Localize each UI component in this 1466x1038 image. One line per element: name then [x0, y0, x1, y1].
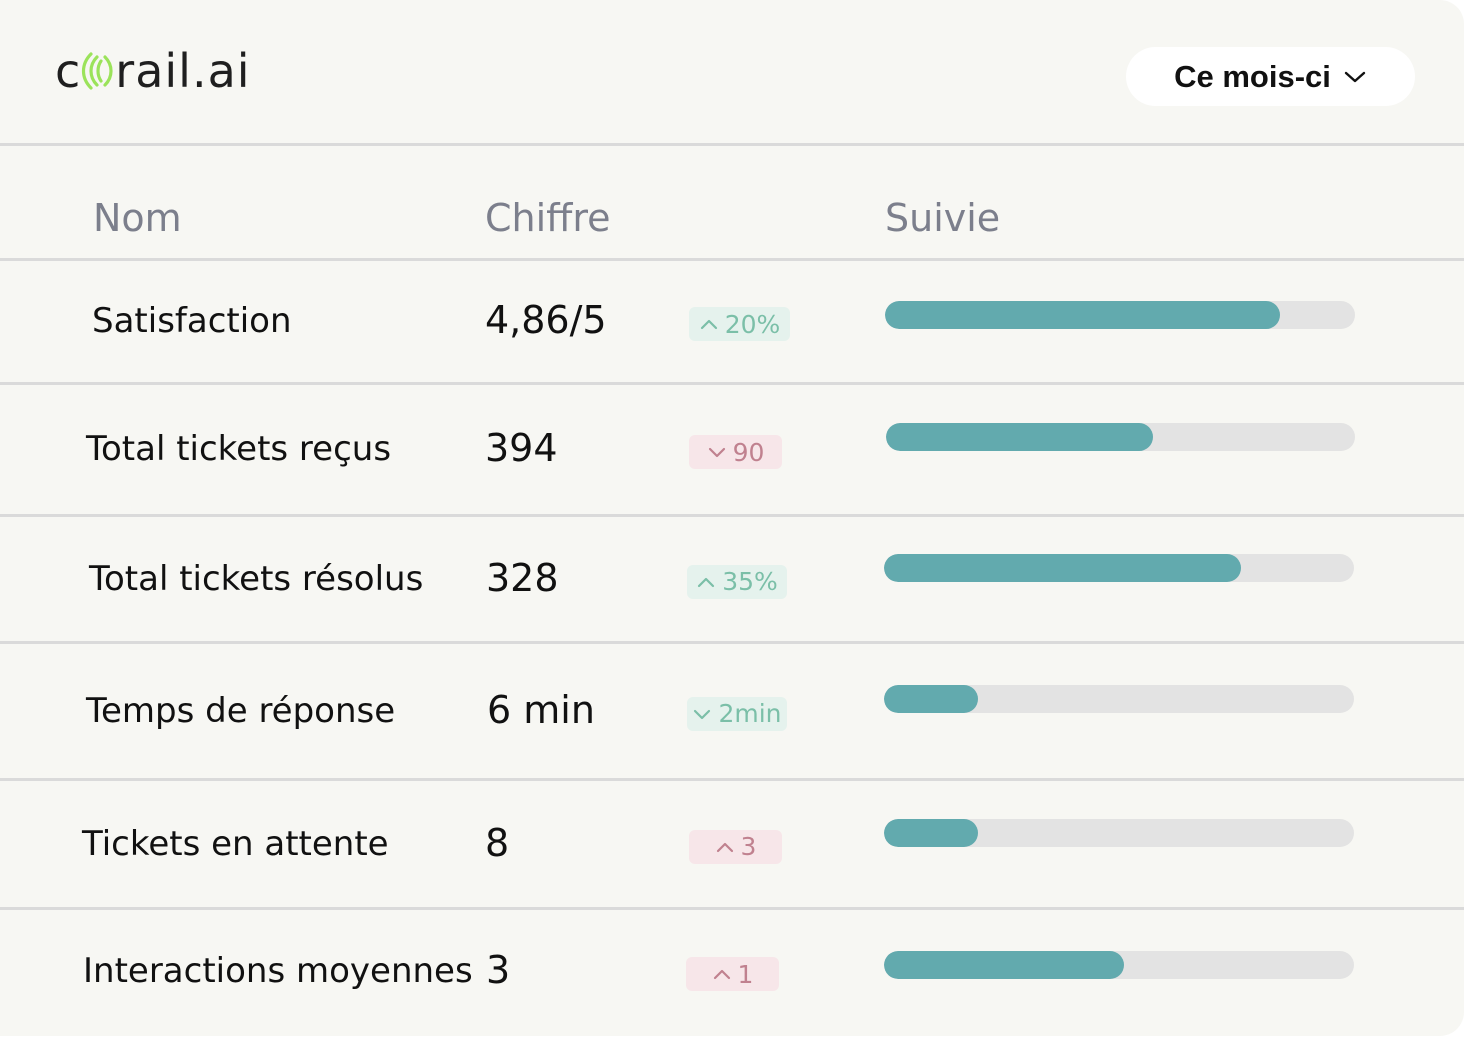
progress-track — [884, 554, 1354, 582]
progress-fill — [884, 819, 978, 847]
metric-name: Total tickets résolus — [89, 558, 424, 599]
header-divider — [0, 258, 1464, 261]
logo-text-prefix: c — [55, 44, 82, 98]
progress-track — [884, 819, 1354, 847]
progress-fill — [884, 685, 978, 713]
change-badge-label: 1 — [737, 959, 754, 989]
change-badge-label: 2min — [718, 699, 782, 728]
progress-fill — [884, 554, 1242, 582]
progress-fill — [884, 951, 1124, 979]
table-row: Tickets en attente 8 3 — [0, 781, 1464, 910]
table-row: Temps de réponse 6 min 2min — [0, 644, 1464, 781]
table-row: Total tickets reçus 394 90 — [0, 385, 1464, 517]
progress-track — [886, 423, 1355, 451]
column-header-name: Nom — [93, 196, 182, 240]
progress-track — [884, 951, 1354, 979]
table-row: Interactions moyennes 3 1 — [0, 910, 1464, 1036]
change-badge: 2min — [687, 696, 787, 731]
metric-name: Interactions moyennes — [83, 951, 473, 991]
logo-wave-icon — [82, 52, 113, 90]
metric-value: 3 — [486, 948, 511, 992]
change-badge-label: 35% — [722, 567, 778, 596]
change-badge: 1 — [686, 957, 779, 991]
metric-name: Total tickets reçus — [86, 429, 392, 469]
metric-value: 328 — [486, 555, 559, 600]
change-badge-label: 3 — [740, 832, 757, 861]
change-badge: 35% — [687, 564, 787, 599]
column-header-value: Chiffre — [485, 196, 611, 240]
logo-text-suffix: rail.ai — [115, 44, 251, 98]
metric-value: 6 min — [487, 687, 595, 732]
chevron-up-icon — [713, 969, 730, 980]
progress-track — [885, 301, 1355, 329]
metric-value: 394 — [485, 426, 558, 470]
metric-name: Temps de réponse — [86, 690, 396, 731]
table-row: Total tickets résolus 328 35% — [0, 517, 1464, 644]
period-selector[interactable]: Ce mois-ci — [1126, 47, 1415, 106]
change-badge: 90 — [689, 435, 782, 469]
period-selector-label: Ce mois-ci — [1174, 58, 1331, 94]
progress-track — [884, 685, 1354, 713]
change-badge: 3 — [689, 829, 782, 864]
metric-name: Satisfaction — [92, 301, 292, 341]
chevron-down-icon — [1344, 71, 1366, 82]
metric-value: 4,86/5 — [485, 298, 607, 342]
chevron-down-icon — [694, 709, 711, 719]
brand-logo: c rail.ai — [55, 44, 251, 98]
change-badge-label: 90 — [732, 437, 765, 467]
progress-fill — [886, 423, 1154, 451]
table-row: Satisfaction 4,86/5 20% — [0, 261, 1464, 385]
change-badge-label: 20% — [724, 309, 781, 339]
change-badge: 20% — [689, 307, 790, 341]
metric-value: 8 — [485, 820, 510, 865]
progress-fill — [885, 301, 1280, 329]
metric-name: Tickets en attente — [82, 823, 389, 864]
chevron-up-icon — [716, 842, 733, 852]
card-header: c rail.ai Ce mois-ci — [0, 0, 1464, 146]
chevron-down-icon — [708, 447, 725, 458]
column-header-tracking: Suivie — [885, 196, 1001, 240]
chevron-up-icon — [700, 319, 717, 330]
chevron-up-icon — [698, 577, 715, 587]
